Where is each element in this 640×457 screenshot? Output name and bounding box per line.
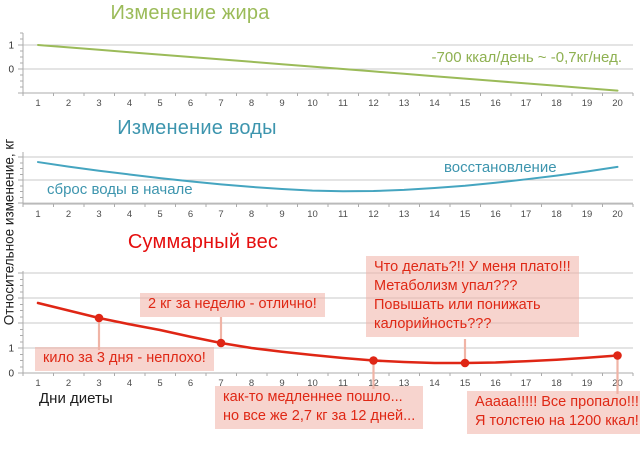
callout-line: но все же 2,7 кг за 12 дней... [223,408,416,424]
callout-line: Метаболизм упал??? [374,278,518,294]
svg-text:6: 6 [188,378,193,389]
svg-text:10: 10 [307,378,318,389]
svg-text:2: 2 [66,98,71,109]
svg-text:17: 17 [521,98,532,109]
svg-text:11: 11 [338,378,348,389]
svg-text:0: 0 [8,65,14,76]
callout-plateau: Что делать?!! У меня плато!!! Метаболизм… [366,256,579,337]
svg-text:11: 11 [338,98,348,109]
svg-text:1: 1 [8,41,14,52]
svg-text:6: 6 [188,98,193,109]
fat-rate-annotation: -700 ккал/день ~ -0,7кг/нед. [431,49,622,66]
svg-text:16: 16 [490,98,501,109]
svg-text:9: 9 [279,378,284,389]
svg-text:6: 6 [188,209,193,220]
svg-text:19: 19 [582,98,593,109]
svg-text:8: 8 [249,209,254,220]
callout-line: как-то медленнее пошло... [223,389,403,405]
svg-text:19: 19 [582,378,593,389]
svg-text:1: 1 [35,98,40,109]
svg-text:5: 5 [157,378,162,389]
svg-text:20: 20 [612,98,623,109]
svg-text:13: 13 [399,378,410,389]
svg-text:10: 10 [307,209,318,220]
svg-text:14: 14 [429,209,440,220]
svg-text:4: 4 [127,378,132,389]
svg-text:16: 16 [490,378,501,389]
x-axis-label: Дни диеты [39,390,113,407]
svg-text:11: 11 [338,209,348,220]
water-drop-annotation: сброс воды в начале [47,181,193,198]
callout-line: Я толстею на 1200 ккал! [475,413,639,429]
svg-text:1: 1 [35,378,40,389]
callout-slower: как-то медленнее пошло... но все же 2,7 … [215,386,424,429]
svg-text:16: 16 [490,209,501,220]
svg-text:15: 15 [460,378,471,389]
svg-text:15: 15 [460,209,471,220]
svg-text:18: 18 [551,378,562,389]
svg-text:8: 8 [249,98,254,109]
svg-text:12: 12 [368,98,379,109]
svg-text:13: 13 [399,98,410,109]
callout-line: 2 кг за неделю - отлично! [148,296,317,312]
svg-text:1: 1 [8,344,14,355]
svg-text:5: 5 [157,98,162,109]
svg-text:13: 13 [399,209,410,220]
svg-text:10: 10 [307,98,318,109]
svg-text:2: 2 [66,209,71,220]
callout-kilo-3-days: кило за 3 дня - неплохо! [35,347,214,371]
svg-text:8: 8 [249,378,254,389]
svg-text:4: 4 [127,98,132,109]
svg-text:9: 9 [279,98,284,109]
svg-text:18: 18 [551,209,562,220]
svg-text:14: 14 [429,378,440,389]
svg-text:5: 5 [157,209,162,220]
svg-text:7: 7 [218,209,223,220]
water-recovery-annotation: восстановление [444,159,557,176]
svg-text:2: 2 [66,378,71,389]
svg-text:19: 19 [582,209,593,220]
water-chart-title: Изменение воды [117,117,277,139]
svg-text:3: 3 [96,378,101,389]
svg-text:7: 7 [218,98,223,109]
callout-week-2kg: 2 кг за неделю - отлично! [140,293,325,317]
callout-panic: Ааааа!!!!! Все пропало!!! Я толстею на 1… [467,391,640,434]
svg-text:17: 17 [521,209,532,220]
svg-text:12: 12 [368,209,379,220]
callout-line: кило за 3 дня - неплохо! [43,350,206,366]
svg-text:7: 7 [218,378,223,389]
svg-text:9: 9 [279,209,284,220]
callout-line: Ааааа!!!!! Все пропало!!! [475,394,639,410]
svg-text:0: 0 [8,369,14,380]
callout-line: калорийность??? [374,316,492,332]
callout-line: Повышать или понижать [374,297,541,313]
svg-text:17: 17 [521,378,532,389]
svg-text:14: 14 [429,98,440,109]
svg-text:1: 1 [35,209,40,220]
svg-text:20: 20 [612,209,623,220]
svg-text:3: 3 [96,209,101,220]
callout-line: Что делать?!! У меня плато!!! [374,259,571,275]
y-axis-label: Относительное изменение, кг [1,138,17,326]
svg-text:3: 3 [96,98,101,109]
svg-text:15: 15 [460,98,471,109]
fat-chart-title: Изменение жира [110,2,270,24]
svg-text:18: 18 [551,98,562,109]
weight-chart-title: Суммарный вес [127,231,279,253]
svg-text:4: 4 [127,209,132,220]
